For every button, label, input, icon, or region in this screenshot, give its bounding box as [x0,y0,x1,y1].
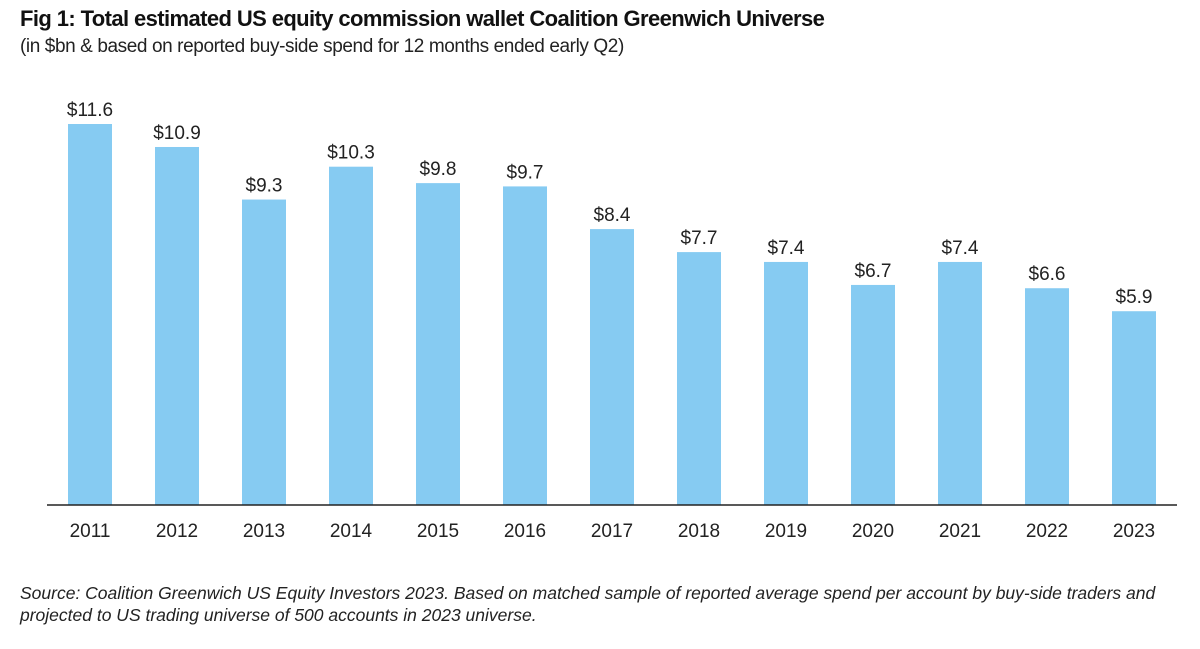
x-tick-label-2023: 2023 [1113,521,1155,542]
bar-2011 [68,124,112,505]
bar-2023 [1112,311,1156,505]
data-label-2013: $9.3 [246,176,283,197]
data-label-2014: $10.3 [327,143,375,164]
x-tick-label-2022: 2022 [1026,521,1068,542]
x-tick-label-2012: 2012 [156,521,198,542]
data-label-2012: $10.9 [153,123,201,144]
data-label-2022: $6.6 [1029,264,1066,285]
bar-2019 [764,261,808,505]
chart-subtitle: (in $bn & based on reported buy-side spe… [20,36,624,57]
bar-2022 [1025,288,1069,505]
source-note: Source: Coalition Greenwich US Equity In… [20,583,1156,625]
x-tick-label-2021: 2021 [939,521,981,542]
bar-2014 [329,166,373,505]
data-label-2017: $8.4 [594,205,631,226]
chart-title: Fig 1: Total estimated US equity commiss… [20,6,825,31]
data-label-2020: $6.7 [855,261,892,282]
bar-2017 [590,229,634,505]
x-tick-label-2019: 2019 [765,521,807,542]
x-tick-label-2020: 2020 [852,521,894,542]
data-label-2018: $7.7 [681,228,718,249]
bar-2013 [242,199,286,506]
bar-2016 [503,186,547,506]
bar-2015 [416,183,460,505]
x-tick-label-2014: 2014 [330,521,373,542]
bar-2021 [938,261,982,505]
data-label-2016: $9.7 [507,162,544,183]
bar-2018 [677,252,721,505]
x-tick-label-2018: 2018 [678,521,720,542]
data-label-2023: $5.9 [1116,287,1153,308]
bar-2020 [851,284,895,505]
x-tick-label-2015: 2015 [417,521,459,542]
bar-2012 [155,146,199,505]
x-tick-label-2011: 2011 [70,521,111,542]
x-tick-label-2013: 2013 [243,521,285,542]
data-label-2015: $9.8 [420,159,457,180]
x-tick-label-2016: 2016 [504,521,546,542]
x-tick-label-2017: 2017 [591,521,633,542]
data-label-2021: $7.4 [942,238,979,259]
data-label-2019: $7.4 [768,238,805,259]
data-label-2011: $11.6 [67,100,113,121]
